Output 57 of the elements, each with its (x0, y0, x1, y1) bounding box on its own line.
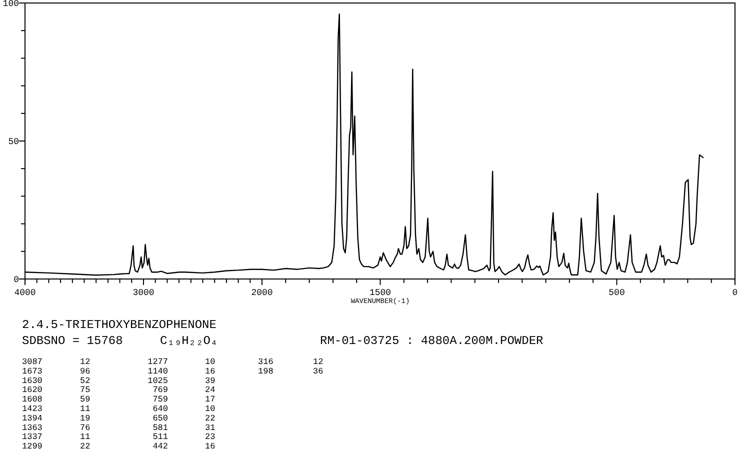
text: 12 (313, 357, 324, 367)
x-tick-label: 3000 (132, 288, 154, 298)
x-tick-label: 1500 (369, 288, 392, 298)
text: 11 (80, 404, 90, 414)
text: 10 (205, 357, 216, 367)
text: 24 (205, 385, 216, 396)
text: 1630 (22, 376, 42, 386)
text: 75 (80, 385, 90, 396)
y-tick-label: 100 (2, 0, 19, 10)
text: 1394 (22, 413, 42, 424)
text: 12 (80, 357, 90, 367)
text: 442 (152, 442, 168, 452)
text: 52 (80, 376, 90, 386)
text: 23 (205, 432, 216, 442)
x-tick-label: 500 (608, 288, 625, 298)
text: 1620 (22, 385, 42, 396)
text: 2.4.5-TRIETHOXYBENZOPHENONE (22, 318, 216, 332)
text: 1423 (22, 404, 42, 414)
text: 511 (152, 432, 168, 442)
text: 1337 (22, 432, 42, 442)
text: 3087 (22, 357, 42, 367)
text: 39 (205, 376, 216, 386)
text: 1673 (22, 366, 42, 376)
text: 17 (205, 394, 216, 405)
text: 1608 (22, 394, 42, 405)
y-tick-label: 0 (14, 275, 19, 286)
text: 59 (80, 394, 90, 405)
text: 640 (152, 404, 168, 414)
text: 22 (205, 413, 216, 424)
text: 769 (152, 385, 168, 396)
text: 31 (205, 422, 216, 433)
text: 650 (152, 413, 168, 424)
text: 1363 (22, 422, 42, 433)
text: 10 (205, 404, 216, 414)
x-tick-label: 4000 (14, 288, 36, 298)
text: 22 (80, 442, 90, 452)
text: 96 (80, 366, 90, 376)
text: 316 (258, 357, 274, 367)
text: 759 (152, 394, 168, 405)
x-tick-label: 2000 (251, 288, 273, 298)
text: 16 (205, 366, 216, 376)
y-tick-label: 50 (8, 137, 19, 148)
text: 581 (152, 422, 168, 433)
text: 1025 (148, 376, 168, 386)
text: 11 (80, 432, 90, 442)
text: 198 (258, 366, 274, 376)
text: 19 (80, 413, 90, 424)
text: SDBSNO = 15768 (22, 334, 123, 348)
text: 1299 (22, 442, 42, 452)
text: 36 (313, 366, 324, 376)
x-tick-label: 0 (732, 288, 738, 298)
text: 1277 (148, 357, 168, 367)
text: 76 (80, 422, 90, 433)
text: 16 (205, 442, 216, 452)
text: 1140 (148, 366, 168, 376)
text: C₁₉H₂₂O₄ (160, 334, 218, 348)
text: RM-01-03725 : 4880A.200M.POWDER (320, 334, 544, 348)
